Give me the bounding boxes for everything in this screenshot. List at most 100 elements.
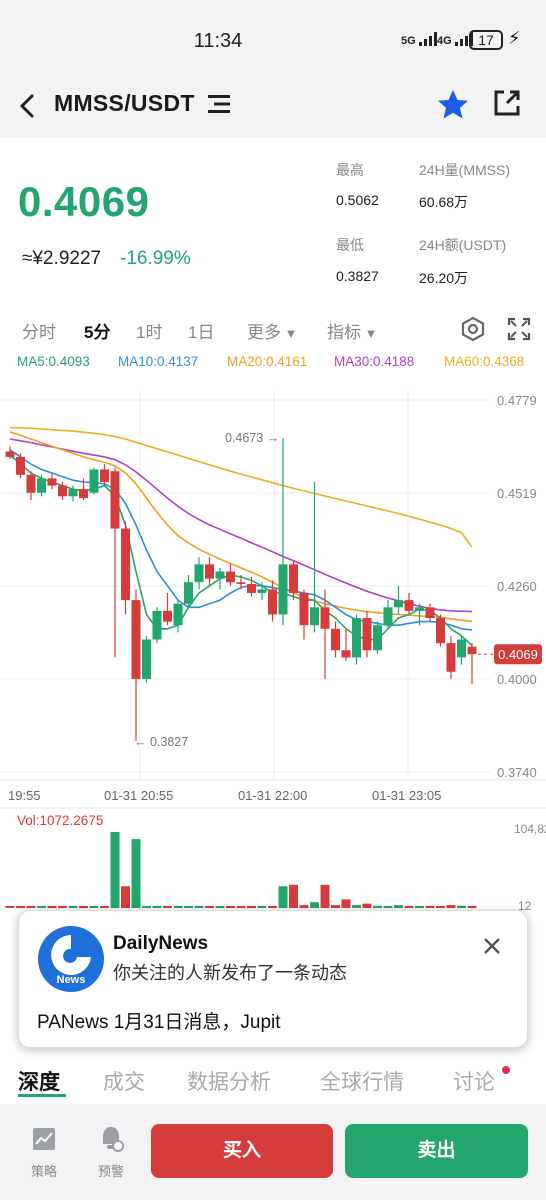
amount-24h-label: 24H额(USDT) — [419, 237, 507, 253]
cny-price: ≈¥2.9227 — [22, 248, 102, 269]
tf-1hour[interactable]: 1时 — [136, 323, 163, 342]
tf-1day[interactable]: 1日 — [188, 323, 215, 342]
candle-up — [142, 639, 151, 679]
dailynews-logo-icon: News — [38, 926, 104, 992]
tab-data-analysis[interactable]: 数据分析 — [187, 1071, 271, 1094]
volume-bar — [247, 906, 256, 908]
candle-up — [194, 564, 204, 583]
signal-bars-icon — [418, 32, 437, 46]
alert-button[interactable]: 预警 — [91, 1124, 131, 1180]
candle-up — [457, 639, 466, 658]
candle-down — [425, 607, 435, 619]
candle-down — [446, 643, 456, 672]
candle-down — [205, 564, 214, 579]
buy-button[interactable]: 买入 — [151, 1124, 333, 1178]
back-icon[interactable] — [14, 88, 44, 124]
volume-bar — [79, 906, 88, 908]
notification-app-name: DailyNews — [113, 933, 209, 954]
unread-dot — [502, 1066, 510, 1074]
axis-labels: 0.4779 0.4519 0.4260 0.4000 0.3740 0.4673 → ← … — [8, 393, 546, 910]
candle-down — [268, 589, 277, 615]
strategy-icon — [33, 1128, 55, 1150]
volume-bar — [425, 905, 435, 908]
volume-bar — [16, 906, 25, 908]
candle-down — [331, 628, 340, 651]
candle-up — [152, 610, 162, 640]
news-notification[interactable]: News DailyNews 你关注的人新发布了一条动态 PANews 1月31… — [18, 910, 528, 1048]
signal-bars-icon — [454, 32, 473, 46]
current-price-text: 0.4069 — [498, 647, 538, 662]
candle-up — [373, 625, 382, 651]
price-card: 0.4069 ≈¥2.9227 -16.99% 最高 0.5062 最低 0.3… — [0, 138, 546, 308]
volume-bar — [205, 906, 214, 908]
candle-down — [163, 610, 172, 622]
price-tick-label: 0.4000 — [497, 672, 537, 687]
ma30-value: MA30:0.4188 — [334, 354, 415, 369]
tab-trades[interactable]: 成交 — [103, 1071, 145, 1094]
star-icon[interactable] — [436, 88, 470, 122]
detail-tabs: 深度 成交 数据分析 全球行情 讨论 — [0, 1060, 546, 1104]
volume-bar — [415, 906, 424, 908]
candle-up — [415, 607, 424, 611]
tab-depth[interactable]: 深度 — [18, 1071, 60, 1094]
candle-up — [37, 478, 46, 493]
more-label: 更多 — [247, 323, 281, 342]
vol-24h-label: 24H量(MMSS) — [419, 162, 511, 178]
menu-icon[interactable] — [208, 94, 230, 114]
volume-bar — [289, 884, 298, 908]
high-value: 0.5062 — [336, 192, 379, 208]
candle-down — [236, 582, 246, 585]
candle-down — [110, 471, 120, 529]
chart-grid — [0, 390, 546, 809]
volume-bar — [436, 906, 445, 908]
status-time: 11:34 — [193, 30, 243, 52]
high-label: 最高 — [336, 162, 364, 178]
volume-bar — [100, 906, 109, 908]
fullscreen-icon[interactable] — [506, 316, 532, 342]
volume-bar — [299, 905, 309, 908]
volume-bar — [26, 906, 36, 908]
ma-lines — [9, 426, 473, 647]
candle-up — [278, 564, 288, 615]
volume-bar — [131, 839, 141, 908]
candle-down — [299, 592, 309, 626]
battery-level: 17 — [478, 32, 494, 48]
more-dropdown[interactable]: 更多 ▼ — [247, 318, 297, 343]
tab-discussion[interactable]: 讨论 — [453, 1071, 495, 1094]
candle-up — [215, 571, 225, 579]
volume-bar — [320, 884, 330, 908]
pair-title[interactable]: MMSS/USDT — [54, 90, 195, 116]
ma-legend: MA5:0.4093 MA10:0.4137 MA20:0.4161 MA30:… — [0, 354, 546, 372]
volume-bar — [142, 906, 151, 908]
price-tick-label: 0.4779 — [497, 393, 537, 408]
close-icon[interactable] — [481, 935, 503, 957]
notification-message: PANews 1月31日消息，Jupit — [37, 1012, 281, 1033]
ma20-line — [9, 431, 473, 623]
volume-bar — [467, 906, 477, 908]
candle-up — [173, 603, 183, 626]
tab-global-markets[interactable]: 全球行情 — [320, 1071, 404, 1094]
tf-timeshare[interactable]: 分时 — [22, 323, 56, 342]
candle-down — [121, 528, 130, 601]
vol-24h-value: 60.68万 — [419, 194, 469, 210]
kline-chart[interactable]: 0.4779 0.4519 0.4260 0.4000 0.3740 0.4673 → ← … — [0, 380, 546, 910]
volume-label: Vol:1072.2675 — [17, 813, 103, 828]
tf-5min[interactable]: 5分 — [84, 323, 111, 342]
strategy-button[interactable]: 策略 — [24, 1124, 64, 1180]
caret-down-icon: ▼ — [361, 326, 378, 341]
volume-bar — [257, 906, 267, 908]
candle-down — [26, 474, 36, 493]
logo-text: News — [57, 974, 86, 986]
candle-down — [226, 571, 235, 583]
candle-down — [100, 469, 109, 482]
ma60-value: MA60:0.4368 — [444, 354, 525, 369]
volume-bar — [226, 906, 235, 908]
volume-bar — [362, 903, 372, 908]
signal-4g-icon: 4G — [437, 32, 475, 47]
sell-button[interactable]: 卖出 — [345, 1124, 528, 1178]
indicator-dropdown[interactable]: 指标 ▼ — [327, 318, 377, 343]
settings-hex-icon[interactable] — [460, 316, 486, 342]
candle-up — [184, 582, 193, 604]
volume-bar — [331, 905, 340, 908]
share-icon[interactable] — [492, 88, 522, 118]
